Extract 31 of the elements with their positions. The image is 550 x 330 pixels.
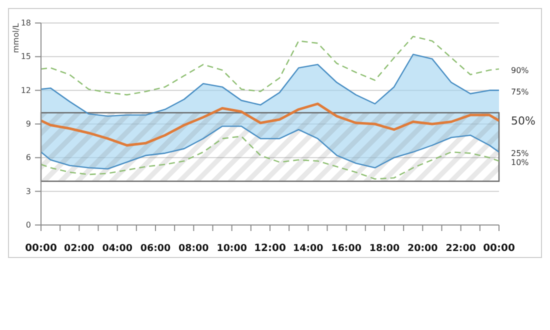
line-series [41, 36, 499, 96]
x-tick-label: 06:00 [140, 243, 172, 254]
y-tick-label: 0 [26, 220, 31, 230]
x-tick-label: 20:00 [408, 243, 438, 254]
x-tick-label: 18:00 [369, 243, 400, 254]
x-tick-label: 22:00 [446, 243, 476, 254]
y-tick-label: 18 [20, 18, 31, 28]
line-series [41, 136, 499, 180]
series-label: 10% [511, 158, 530, 168]
line-series [41, 102, 499, 147]
y-tick-label: 15 [20, 52, 31, 62]
x-tick-label: 08:00 [178, 243, 210, 254]
y-tick-label: 9 [26, 120, 31, 128]
x-tick-label: 12:00 [254, 243, 286, 254]
series-label: 25% [511, 149, 530, 158]
x-tick-label: 00:00 [483, 243, 515, 254]
line-series [41, 126, 499, 170]
x-tick-label: 14:00 [293, 243, 324, 254]
x-tick-label: 02:00 [64, 243, 95, 254]
series-label: 50% [511, 114, 536, 128]
series-label: 75% [511, 87, 530, 96]
x-tick-label: 00:00 [25, 243, 57, 254]
x-tick-label: 04:00 [102, 243, 133, 254]
x-tick-label: 16:00 [331, 243, 362, 254]
y-tick-label: 12 [20, 86, 31, 95]
y-axis-title: mmol/L [12, 22, 21, 53]
line-series [41, 54, 499, 117]
y-tick-label: 6 [26, 153, 31, 162]
series-label: 90% [511, 66, 530, 76]
y-tick-label: 3 [26, 186, 31, 196]
x-tick-label: 10:00 [216, 243, 248, 254]
